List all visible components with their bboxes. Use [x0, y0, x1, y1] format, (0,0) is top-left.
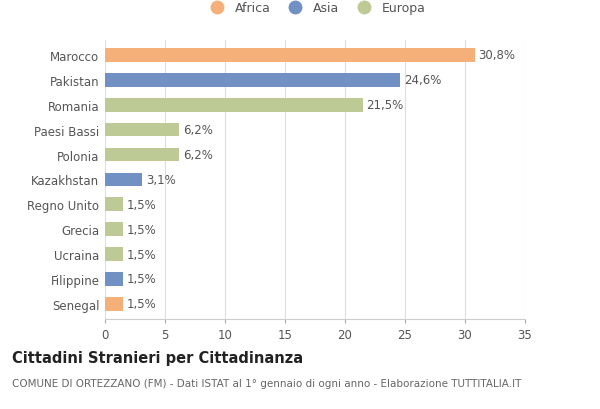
Bar — [105, 198, 123, 211]
Bar — [105, 124, 179, 137]
Text: 21,5%: 21,5% — [367, 99, 404, 112]
Text: 6,2%: 6,2% — [183, 124, 213, 137]
Text: 1,5%: 1,5% — [127, 248, 157, 261]
Bar — [105, 272, 123, 286]
Bar — [105, 49, 475, 63]
Bar — [105, 148, 179, 162]
Bar — [105, 74, 400, 88]
Text: 6,2%: 6,2% — [183, 148, 213, 162]
Text: 1,5%: 1,5% — [127, 198, 157, 211]
Text: 30,8%: 30,8% — [478, 49, 515, 62]
Text: Cittadini Stranieri per Cittadinanza: Cittadini Stranieri per Cittadinanza — [12, 350, 303, 365]
Text: 24,6%: 24,6% — [404, 74, 441, 87]
Bar — [105, 99, 363, 112]
Text: 1,5%: 1,5% — [127, 298, 157, 310]
Text: COMUNE DI ORTEZZANO (FM) - Dati ISTAT al 1° gennaio di ogni anno - Elaborazione : COMUNE DI ORTEZZANO (FM) - Dati ISTAT al… — [12, 378, 521, 388]
Bar — [105, 297, 123, 311]
Text: 3,1%: 3,1% — [146, 173, 176, 187]
Bar — [105, 247, 123, 261]
Text: 1,5%: 1,5% — [127, 273, 157, 286]
Legend: Africa, Asia, Europa: Africa, Asia, Europa — [199, 0, 431, 20]
Bar — [105, 173, 142, 187]
Bar — [105, 223, 123, 236]
Text: 1,5%: 1,5% — [127, 223, 157, 236]
